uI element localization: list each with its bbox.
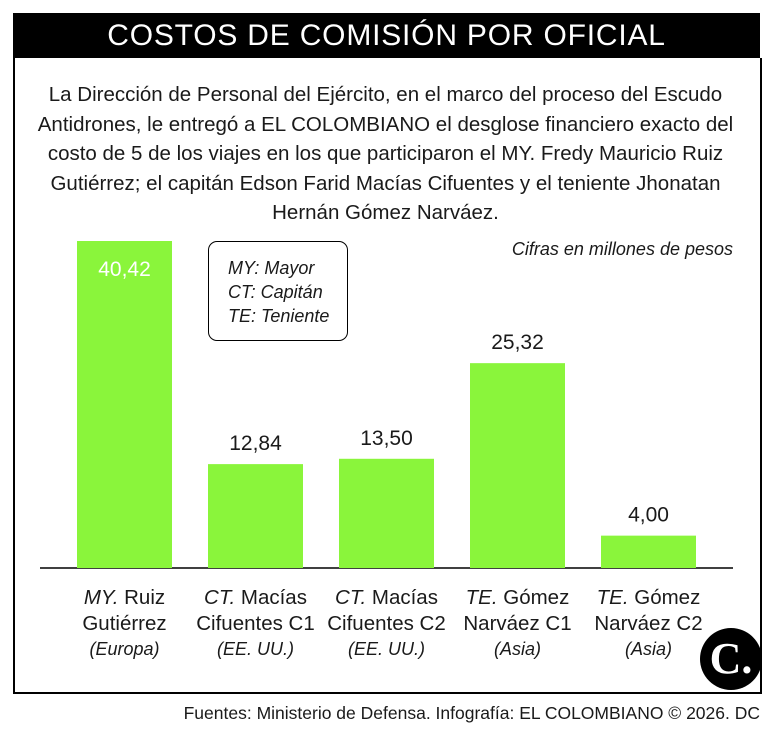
category-region: (EE. UU.) <box>347 639 425 659</box>
category-name-line1: CT. Macías <box>335 586 438 609</box>
category-region: (Asia) <box>624 639 672 659</box>
bar-value-label-0: 40,42 <box>98 258 151 281</box>
legend-item-mayor: MY: Mayor <box>228 258 315 278</box>
category-label-0: MY. Ruiz Gutiérrez (Europa) <box>60 585 190 661</box>
category-label-4: TE. Gómez Narváez C2 (Asia) <box>584 585 714 661</box>
bar-value-label-1: 12,84 <box>229 432 282 455</box>
bar-4 <box>601 535 696 568</box>
category-name-line2: Gutiérrez <box>82 612 167 635</box>
bar-2 <box>339 458 434 568</box>
category-name-line1: TE. Gómez <box>596 586 701 609</box>
rank-abbr: CT. <box>335 586 367 609</box>
category-name-line2: Cifuentes C2 <box>327 612 446 635</box>
category-region: (Asia) <box>493 639 541 659</box>
rank-abbr: TE. <box>465 586 498 609</box>
category-region: (EE. UU.) <box>216 639 294 659</box>
el-colombiano-logo: C. <box>700 628 762 690</box>
category-name-line2: Narváez C2 <box>594 612 703 635</box>
category-name-line1: CT. Macías <box>204 586 307 609</box>
bar-value-label-2: 13,50 <box>360 427 413 450</box>
legend-item-teniente: TE: Teniente <box>228 306 330 326</box>
intro-text: La Dirección de Personal del Ejército, e… <box>37 83 734 224</box>
bar-value-label-3: 25,32 <box>491 331 544 354</box>
bar-value-label-4: 4,00 <box>628 504 669 527</box>
rank-legend: MY: Mayor CT: Capitán TE: Teniente <box>208 241 348 341</box>
category-region: (Europa) <box>89 639 160 659</box>
legend-item-capitan: CT: Capitán <box>228 282 323 302</box>
rank-abbr: MY. <box>83 586 119 609</box>
chart-title: COSTOS DE COMISIÓN POR OFICIAL <box>107 18 666 52</box>
source-footer: Fuentes: Ministerio de Defensa. Infograf… <box>183 703 760 723</box>
category-label-1: CT. Macías Cifuentes C1 (EE. UU.) <box>191 585 321 661</box>
category-label-3: TE. Gómez Narváez C1 (Asia) <box>453 585 583 661</box>
category-name-line2: Cifuentes C1 <box>196 612 315 635</box>
infographic-frame <box>13 58 762 694</box>
title-bar: COSTOS DE COMISIÓN POR OFICIAL <box>13 13 760 58</box>
bar-0 <box>77 241 172 568</box>
category-name-line2: Narváez C1 <box>463 612 572 635</box>
bar-3 <box>470 363 565 568</box>
rank-abbr: CT. <box>204 586 236 609</box>
rank-abbr: TE. <box>596 586 629 609</box>
category-name-line1: MY. Ruiz <box>83 586 166 609</box>
category-label-2: CT. Macías Cifuentes C2 (EE. UU.) <box>322 585 452 661</box>
bar-1 <box>208 464 303 568</box>
unit-note: Cifras en millones de pesos <box>511 239 733 259</box>
category-name-line1: TE. Gómez <box>465 586 570 609</box>
logo-letter: C. <box>709 634 753 683</box>
